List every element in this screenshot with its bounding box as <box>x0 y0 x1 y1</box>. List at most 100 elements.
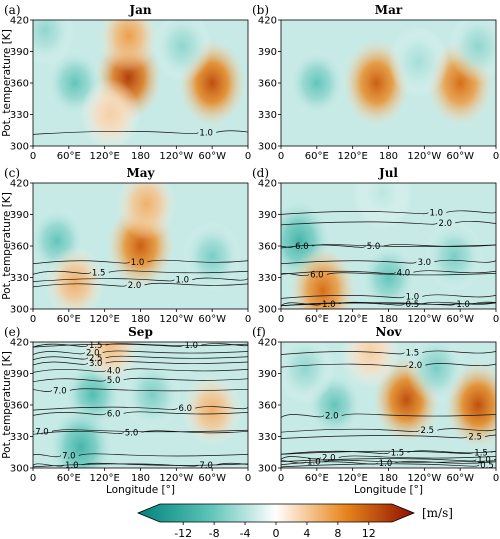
contour-label: 7.0 <box>53 386 67 396</box>
colorbar-tick-label: 12 <box>362 527 376 539</box>
contour-line <box>33 259 248 265</box>
x-tick-label: 0 <box>245 151 251 162</box>
contour-label: 2.0 <box>86 349 100 359</box>
contour-line <box>33 350 248 355</box>
contour-label: 6.0 <box>107 409 121 419</box>
colorbar-unit: [m/s] <box>422 506 453 520</box>
contour-line <box>33 361 248 366</box>
y-tick-label: 330 <box>10 273 29 284</box>
x-tick-label: 0 <box>278 314 284 325</box>
x-axis-label: Longitude [°] <box>106 484 175 496</box>
panel-label: (e) <box>4 325 20 339</box>
heatmap-field <box>281 342 496 468</box>
contour-line <box>281 350 496 355</box>
panel-sep: 1.5 1.02.02.53.04.05.07.06.06.07.0 5.07.01… <box>1 325 251 496</box>
contour-label: 1.5 <box>89 341 103 351</box>
contour-label: 4.0 <box>107 366 121 376</box>
y-tick-label: 390 <box>10 47 29 58</box>
contour-lines <box>33 343 248 468</box>
contour-label: 5.0 <box>125 428 139 438</box>
y-tick-label: 390 <box>258 369 277 380</box>
contour-lines <box>281 210 496 307</box>
contour-label: 3.0 <box>89 359 103 369</box>
heatmap-anomaly <box>281 342 335 405</box>
y-tick-label: 330 <box>258 110 277 121</box>
x-tick-label: 0 <box>245 314 251 325</box>
y-axis-label: Pot. temperature [K] <box>1 351 13 459</box>
x-tick-label: 120°W <box>159 314 193 325</box>
contour-line <box>281 450 496 455</box>
x-tick-label: 180 <box>379 314 398 325</box>
contour-line <box>281 455 496 460</box>
contour-label: 6.0 <box>295 242 309 252</box>
contour-label: 1.5 <box>474 448 488 458</box>
colorbar: -12 -8 -4 0 4 8 12 <box>136 503 416 539</box>
contour-line <box>281 450 496 455</box>
contour-line <box>281 210 496 215</box>
contour-line <box>281 301 496 307</box>
panel-title: Mar <box>375 3 403 17</box>
x-tick-label: 60°W <box>198 314 226 325</box>
panel-title: Nov <box>376 325 403 339</box>
heatmap-anomaly <box>340 342 401 389</box>
x-tick-label: 60°W <box>446 314 474 325</box>
contour-line <box>281 272 496 277</box>
contour-line <box>33 462 248 468</box>
contour-line <box>281 301 496 307</box>
contour-line <box>33 429 248 434</box>
contour-line <box>281 244 496 249</box>
y-tick-label: 360 <box>10 79 29 90</box>
heatmap-field <box>33 183 248 309</box>
contour-label: 5.0 <box>367 242 381 252</box>
heatmap-anomaly <box>44 246 105 309</box>
contour-line <box>281 434 496 439</box>
heatmap-anomaly <box>448 20 496 83</box>
panel-title: Sep <box>128 325 153 339</box>
panel-label: (a) <box>4 3 21 17</box>
y-axis-label: Pot. temperature [K] <box>1 192 13 300</box>
panel-label: (b) <box>252 3 269 17</box>
contour-label: 7.0 <box>199 461 213 471</box>
y-tick-label: 360 <box>258 79 277 90</box>
panel-title: Jul <box>378 166 398 180</box>
heatmap-anomaly <box>406 342 467 405</box>
x-tick-label: 180 <box>379 151 398 162</box>
contour-label: 5.0 <box>107 376 121 386</box>
x-tick-label: 60°E <box>57 473 81 484</box>
x-tick-label: 120°W <box>159 473 193 484</box>
heatmap-anomaly <box>182 220 243 293</box>
colorbar-tick-label: 0 <box>273 527 280 539</box>
colorbar-tick-label: 4 <box>303 527 310 539</box>
x-tick-label: 0 <box>493 473 499 484</box>
contour-label: 7.0 <box>62 451 76 461</box>
contour-line <box>33 277 248 282</box>
panel-mar: 300 330 360 390 420 0 60°E 120°E 180 120°W 60°W 0 (b… <box>252 3 499 162</box>
contour-label: 1.0 <box>477 456 491 466</box>
x-tick-label: 120°E <box>337 151 367 162</box>
contour-label: 1.0 <box>322 300 336 310</box>
x-tick-label: 180 <box>379 473 398 484</box>
contour-line <box>281 458 496 462</box>
heatmap-field <box>33 342 248 468</box>
contour-line <box>33 355 248 361</box>
contour-label: 4.0 <box>397 268 411 278</box>
heatmap-anomaly <box>352 183 413 230</box>
contour-line <box>281 270 496 275</box>
contour-line <box>33 130 248 135</box>
colorbar-tick-label: -12 <box>174 527 192 539</box>
x-tick-label: 0 <box>30 314 36 325</box>
contour-line <box>281 301 496 307</box>
y-tick-label: 300 <box>10 464 29 475</box>
heatmap-anomaly <box>358 241 419 309</box>
contour-label: 1.0 <box>184 341 198 351</box>
x-tick-label: 0 <box>278 151 284 162</box>
contour-lines <box>281 350 496 468</box>
contour-label: 2.0 <box>322 454 336 464</box>
y-tick-label: 390 <box>258 210 277 221</box>
contour-label: 1.0 <box>456 300 470 310</box>
panel-may: 1.0 1.5 2.0 1.0 300 330 360 390 420 0 60°E 120°E 180… <box>1 166 251 325</box>
heatmap-anomaly <box>424 220 485 293</box>
heatmap-anomaly <box>80 342 141 384</box>
x-tick-label: 120°E <box>337 314 367 325</box>
x-axis-label: Longitude [°] <box>354 484 423 496</box>
